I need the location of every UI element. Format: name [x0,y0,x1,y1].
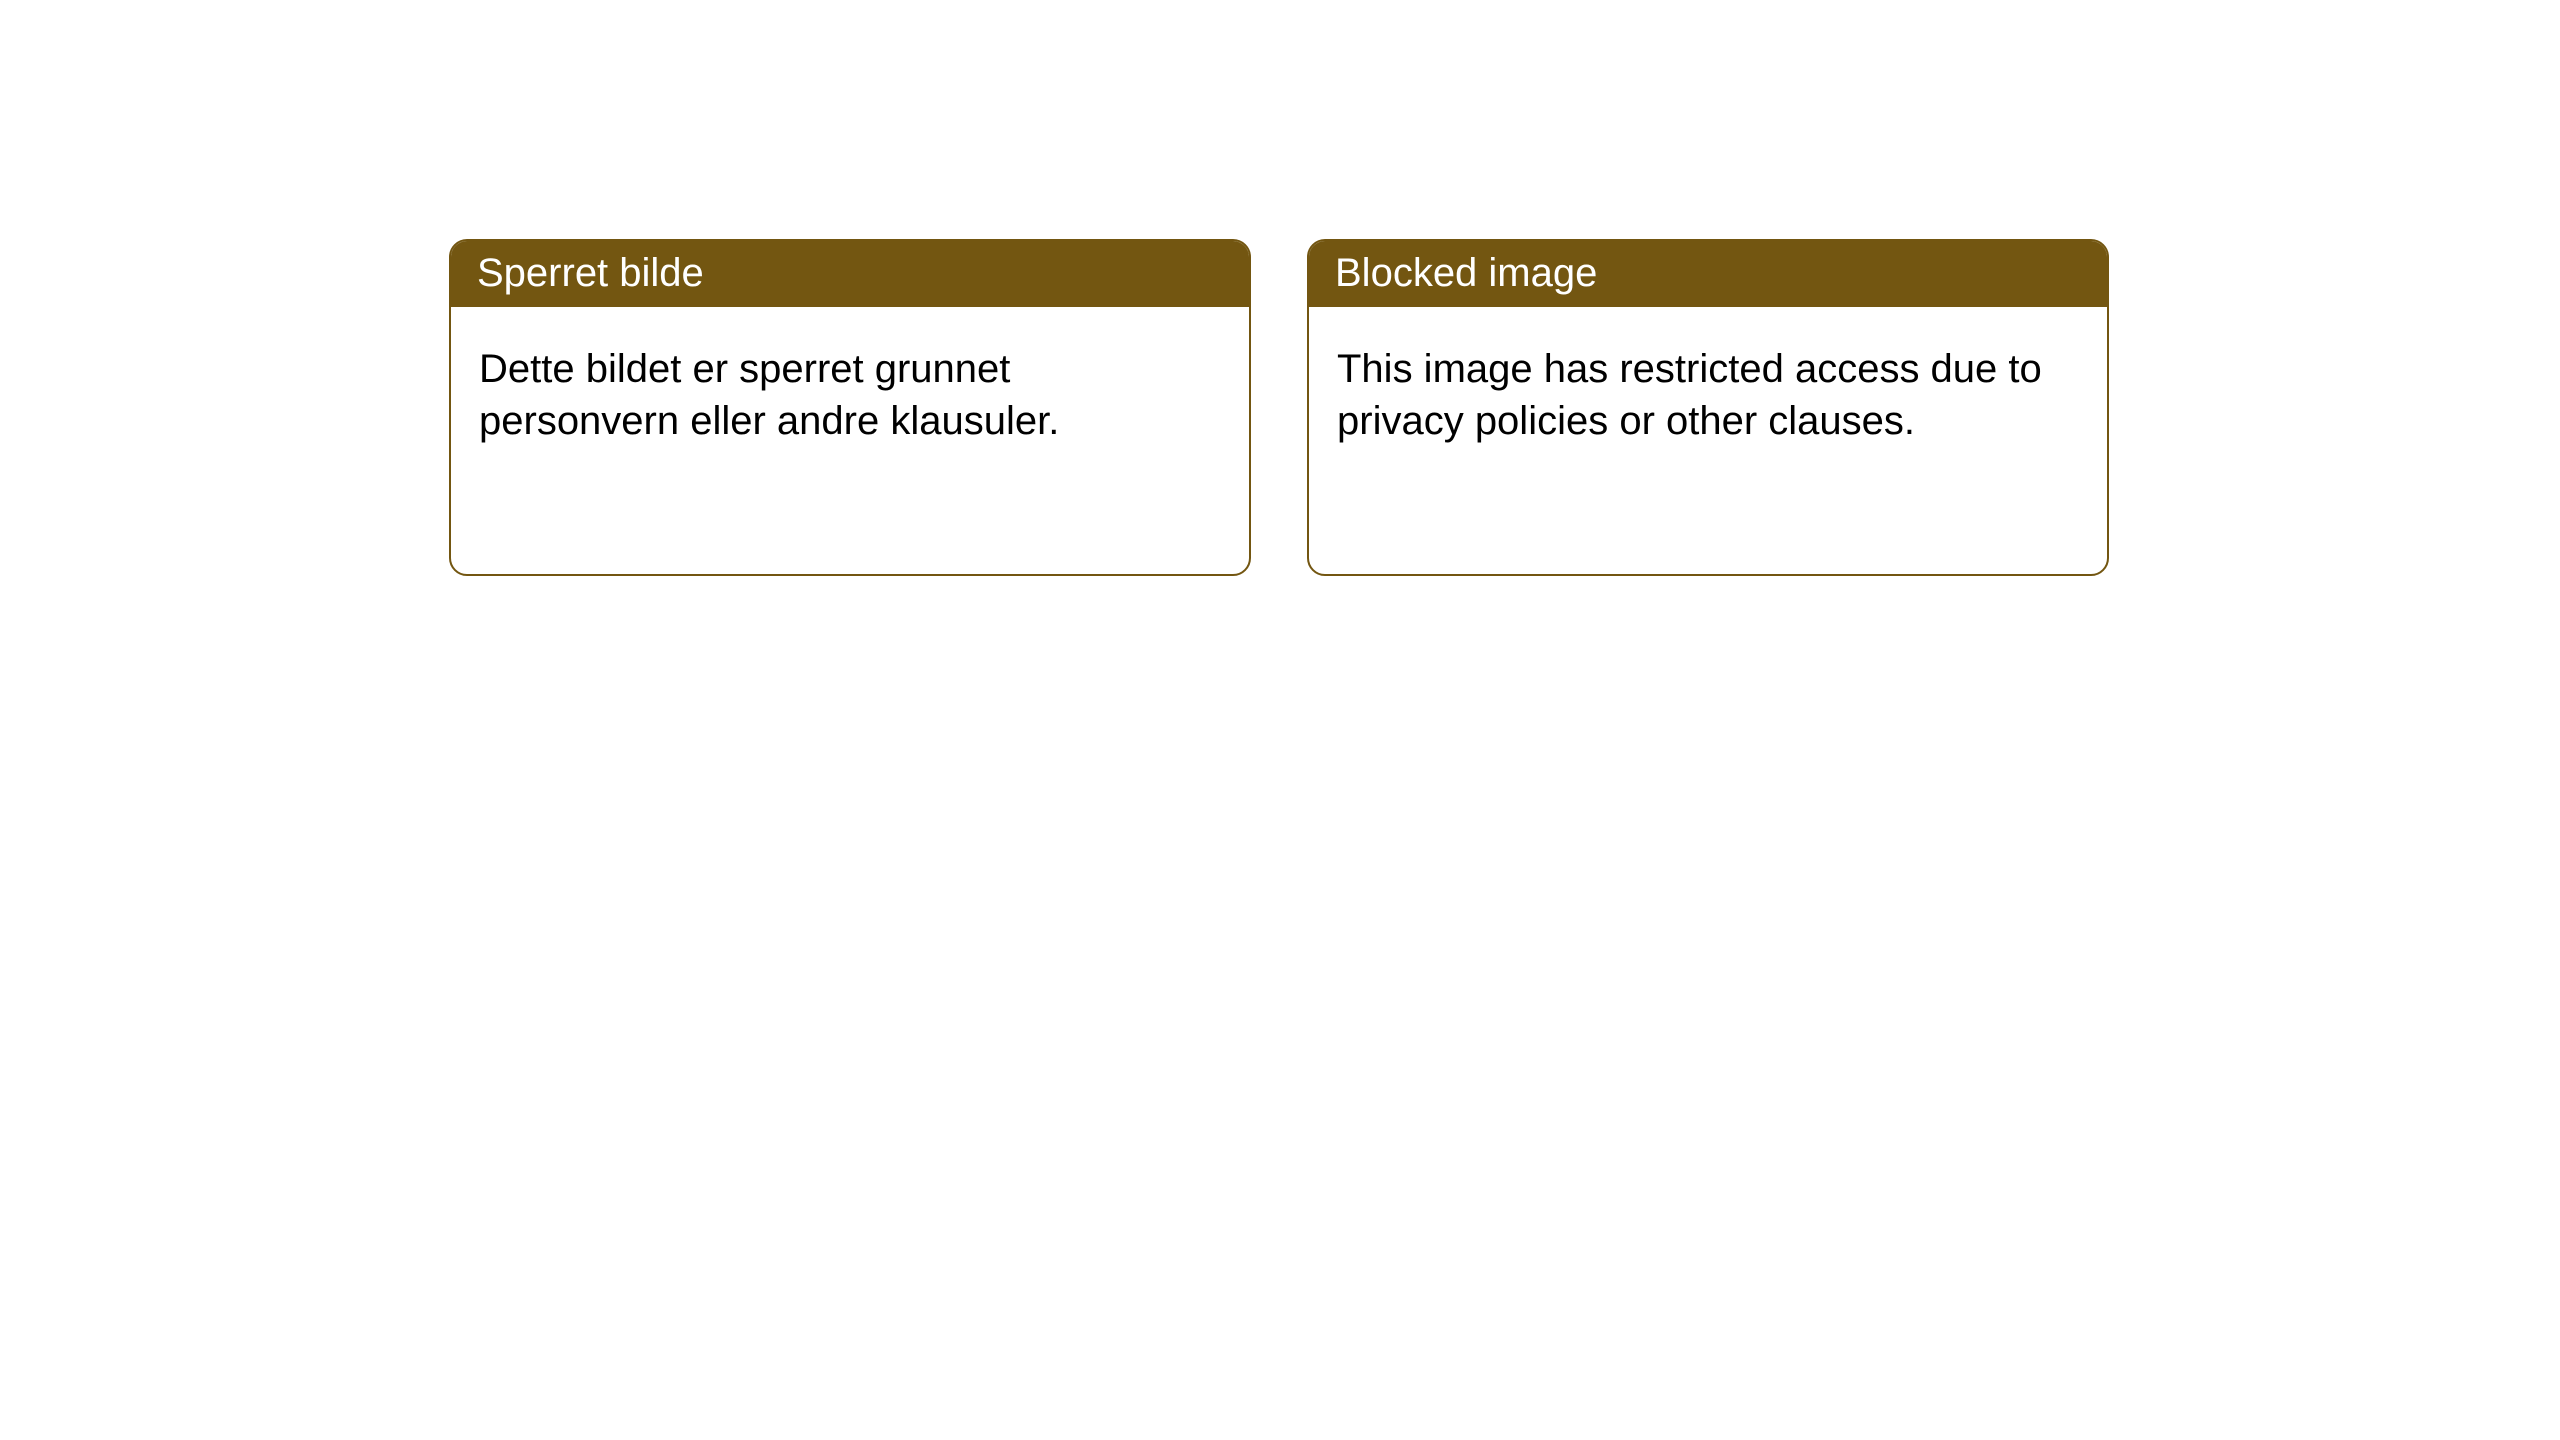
notice-card-norwegian: Sperret bilde Dette bildet er sperret gr… [449,239,1251,576]
notice-card-english: Blocked image This image has restricted … [1307,239,2109,576]
notice-body-norwegian: Dette bildet er sperret grunnet personve… [451,307,1249,483]
notice-body-english: This image has restricted access due to … [1309,307,2107,483]
notice-cards-wrapper: Sperret bilde Dette bildet er sperret gr… [449,239,2109,576]
notice-title-english: Blocked image [1309,241,2107,307]
notice-title-norwegian: Sperret bilde [451,241,1249,307]
